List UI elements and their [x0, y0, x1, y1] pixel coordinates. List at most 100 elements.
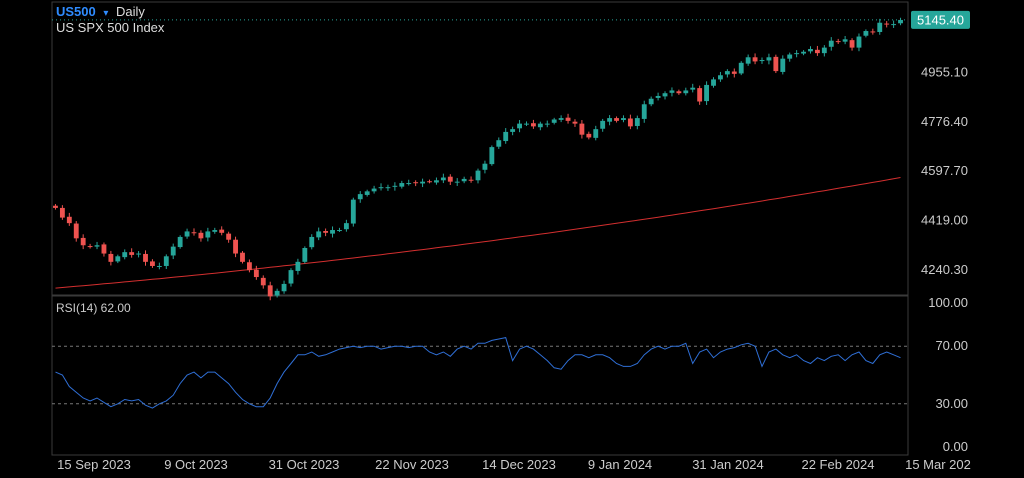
price-tick-label: 4597.70: [921, 163, 968, 178]
candle-body: [295, 261, 301, 271]
candle: [759, 57, 765, 64]
candle-body: [808, 48, 813, 52]
interval-label[interactable]: Daily: [116, 4, 145, 19]
candle-body: [357, 194, 363, 200]
candle-body: [787, 54, 793, 59]
candle: [101, 242, 107, 257]
candle: [724, 69, 730, 78]
candle-body: [378, 187, 384, 189]
candle: [468, 176, 474, 183]
candle-body: [350, 199, 356, 224]
candle-body: [392, 185, 398, 187]
candle-body: [891, 24, 897, 26]
candle: [357, 191, 363, 203]
candle-body: [704, 84, 710, 102]
candle-body: [281, 283, 287, 292]
moving-average-layer: [55, 177, 901, 289]
candle: [440, 173, 446, 184]
time-tick-label: 31 Jan 2024: [692, 457, 764, 472]
candle-body: [711, 79, 716, 86]
candle-body: [461, 178, 467, 182]
candle-body: [835, 41, 841, 43]
candle: [73, 221, 79, 242]
candle: [766, 53, 772, 65]
candle-body: [156, 265, 162, 267]
candle: [246, 259, 252, 273]
symbol-label[interactable]: US500: [56, 4, 96, 19]
candle: [731, 68, 737, 78]
candle: [309, 234, 315, 250]
candle-body: [454, 181, 460, 183]
candle: [627, 114, 633, 130]
candle: [143, 250, 148, 266]
candle: [240, 251, 245, 264]
candle-body: [385, 187, 391, 189]
candle: [191, 228, 197, 236]
candle: [621, 115, 626, 123]
candle: [551, 117, 557, 125]
candle: [316, 227, 322, 241]
candle: [517, 120, 522, 133]
candle-body: [150, 261, 155, 266]
candle-body: [136, 253, 142, 255]
candle-body: [752, 57, 758, 62]
candle-body: [198, 232, 204, 239]
candle-body: [108, 253, 114, 262]
candle-body: [655, 95, 661, 98]
candle: [122, 249, 128, 260]
candle: [59, 205, 65, 220]
candle-body: [676, 91, 682, 94]
moving-average-line: [55, 177, 901, 289]
candle: [94, 241, 100, 250]
candle-body: [884, 23, 890, 25]
time-tick-label: 22 Nov 2023: [375, 457, 449, 472]
candle-body: [794, 53, 800, 55]
candle: [302, 246, 308, 264]
candle-body: [371, 188, 377, 192]
candle: [655, 92, 661, 101]
candle-body: [115, 256, 121, 262]
rsi-label: RSI(14) 62.00: [56, 301, 131, 315]
candle-body: [129, 252, 135, 255]
candle-body: [274, 290, 280, 296]
price-tick-label: 4419.00: [921, 213, 968, 228]
candle: [108, 250, 114, 266]
candle-body: [683, 90, 689, 94]
candle: [115, 254, 121, 264]
time-tick-label: 9 Jan 2024: [588, 457, 652, 472]
candle-body: [440, 177, 446, 181]
candles: [53, 17, 903, 301]
candle-body: [246, 262, 252, 271]
candle-body: [323, 231, 329, 233]
candle-body: [849, 40, 855, 48]
candle: [281, 280, 287, 294]
candle: [177, 235, 183, 249]
candle-body: [814, 49, 820, 54]
time-tick-label: 31 Oct 2023: [269, 457, 340, 472]
candle: [690, 83, 696, 93]
last-price-label: 5145.40: [917, 12, 964, 27]
panel-frames: [51, 1, 909, 456]
candle: [233, 236, 238, 258]
rsi-panel-frame: [51, 295, 909, 456]
candle-body: [427, 181, 432, 183]
candle: [434, 177, 439, 185]
candle: [274, 288, 280, 298]
candle: [835, 38, 841, 45]
candle: [267, 281, 273, 301]
candle-body: [316, 231, 322, 238]
candle-body: [233, 239, 238, 254]
candle: [129, 248, 135, 258]
candle-body: [898, 19, 903, 24]
candle: [80, 234, 86, 250]
candle-body: [870, 31, 876, 33]
candle-body: [343, 223, 349, 230]
candle-body: [122, 252, 128, 258]
candle: [814, 45, 820, 56]
symbol-dropdown-icon[interactable]: ▾: [103, 8, 108, 19]
candle-body: [558, 118, 564, 120]
candle: [337, 227, 342, 232]
candle: [641, 100, 647, 123]
